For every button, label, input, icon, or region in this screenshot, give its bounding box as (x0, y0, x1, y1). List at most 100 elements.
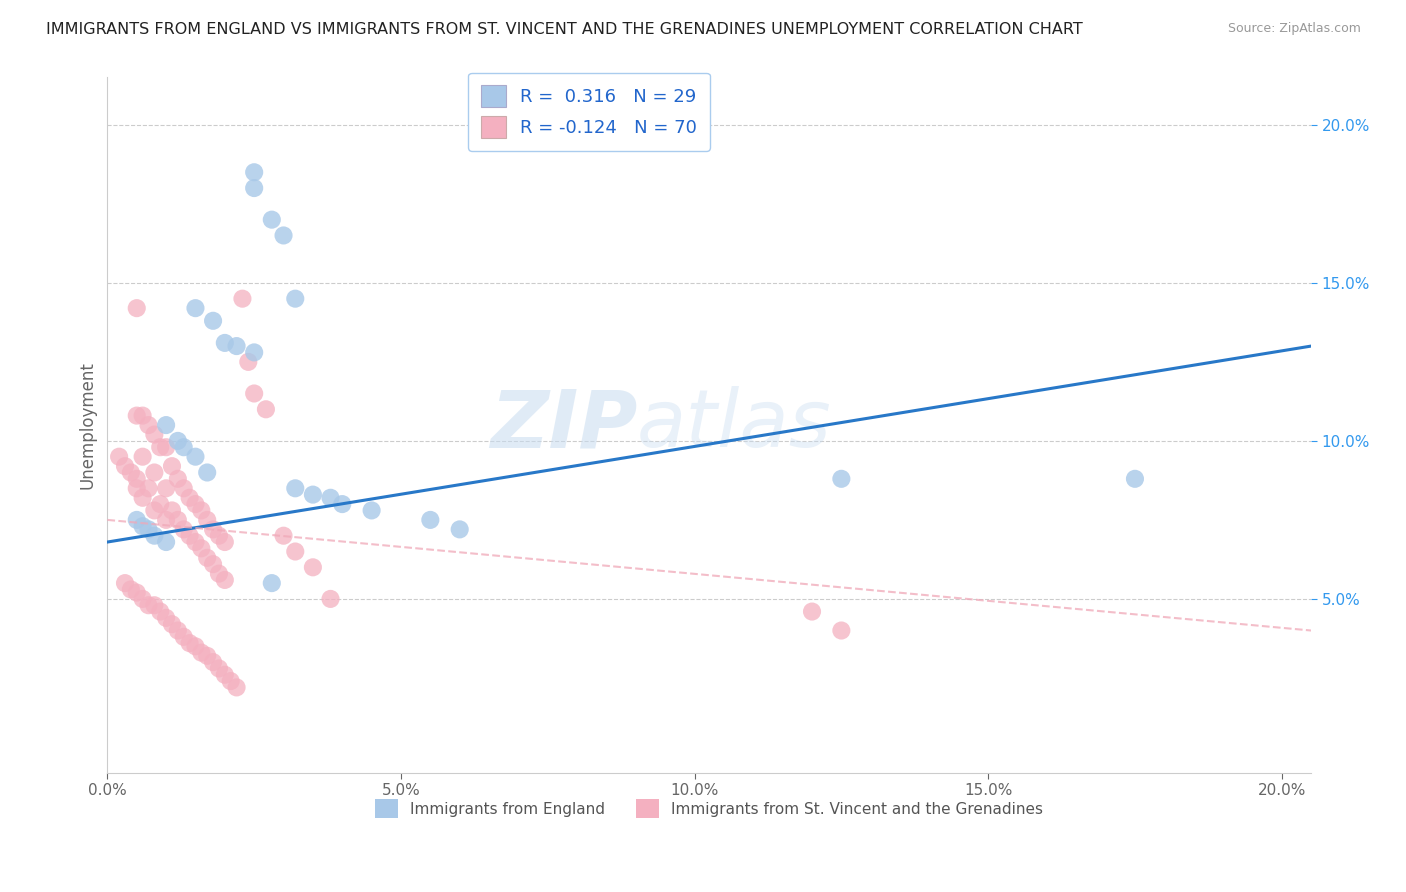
Point (190, 541, 212, 556)
Point (231, 292, 253, 306)
Point (155, 440, 177, 454)
Point (143, 503, 166, 517)
Point (243, 181, 266, 195)
Point (195, 550, 218, 565)
Point (184, 301, 207, 315)
Point (173, 630, 195, 644)
Point (155, 513, 177, 527)
Point (114, 459, 136, 474)
Point (830, 472, 852, 486)
Point (125, 513, 148, 527)
Point (225, 681, 247, 695)
Point (302, 488, 325, 502)
Point (138, 418, 160, 433)
Point (360, 503, 382, 517)
Point (208, 529, 231, 543)
Point (108, 450, 131, 464)
Point (120, 466, 142, 480)
Point (160, 617, 183, 632)
Point (149, 440, 172, 454)
Point (214, 667, 236, 681)
Point (173, 440, 195, 454)
Point (125, 472, 148, 486)
Point (184, 497, 207, 511)
Point (195, 513, 218, 527)
Point (155, 611, 177, 625)
Point (120, 582, 142, 597)
Point (225, 339, 247, 353)
Point (179, 491, 201, 505)
Point (202, 522, 225, 536)
Point (138, 481, 160, 495)
Point (138, 599, 160, 613)
Point (330, 497, 353, 511)
Legend: Immigrants from England, Immigrants from St. Vincent and the Grenadines: Immigrants from England, Immigrants from… (370, 793, 1049, 824)
Point (202, 655, 225, 669)
Point (238, 355, 260, 369)
Point (160, 503, 183, 517)
Point (155, 535, 177, 549)
Point (184, 450, 207, 464)
Point (184, 535, 207, 549)
Point (131, 409, 153, 423)
Point (284, 544, 307, 558)
Point (1123, 472, 1146, 486)
Text: Source: ZipAtlas.com: Source: ZipAtlas.com (1227, 22, 1361, 36)
Point (166, 434, 188, 448)
Point (214, 535, 236, 549)
Point (273, 228, 295, 243)
Point (260, 212, 283, 227)
Point (449, 522, 471, 536)
Point (419, 513, 441, 527)
Point (190, 503, 212, 517)
Point (155, 418, 177, 433)
Point (319, 591, 342, 606)
Point (173, 522, 195, 536)
Point (125, 481, 148, 495)
Point (302, 560, 325, 574)
Point (155, 481, 177, 495)
Point (125, 409, 148, 423)
Point (125, 585, 148, 599)
Point (160, 459, 183, 474)
Point (179, 529, 201, 543)
Point (260, 576, 283, 591)
Point (166, 513, 188, 527)
Point (830, 624, 852, 638)
Point (214, 573, 236, 587)
Point (243, 386, 266, 401)
Point (125, 301, 148, 315)
Point (149, 605, 172, 619)
Point (149, 497, 172, 511)
Point (143, 599, 166, 613)
Point (273, 529, 295, 543)
Point (202, 314, 225, 328)
Point (173, 481, 195, 495)
Point (214, 335, 236, 350)
Point (131, 519, 153, 533)
Point (143, 529, 166, 543)
Point (801, 605, 824, 619)
Point (131, 450, 153, 464)
Point (208, 566, 231, 581)
Point (195, 648, 218, 663)
Point (243, 345, 266, 359)
Point (254, 402, 277, 417)
Point (202, 557, 225, 571)
Point (284, 292, 307, 306)
Point (208, 661, 231, 675)
Point (114, 576, 136, 591)
Point (166, 472, 188, 486)
Point (190, 646, 212, 660)
Point (143, 466, 166, 480)
Point (219, 674, 242, 689)
Point (243, 165, 266, 179)
Text: atlas: atlas (637, 386, 832, 464)
Point (138, 522, 160, 536)
Point (195, 466, 218, 480)
Point (179, 636, 201, 650)
Point (143, 427, 166, 442)
Point (131, 591, 153, 606)
Text: ZIP: ZIP (489, 386, 637, 464)
Point (284, 481, 307, 495)
